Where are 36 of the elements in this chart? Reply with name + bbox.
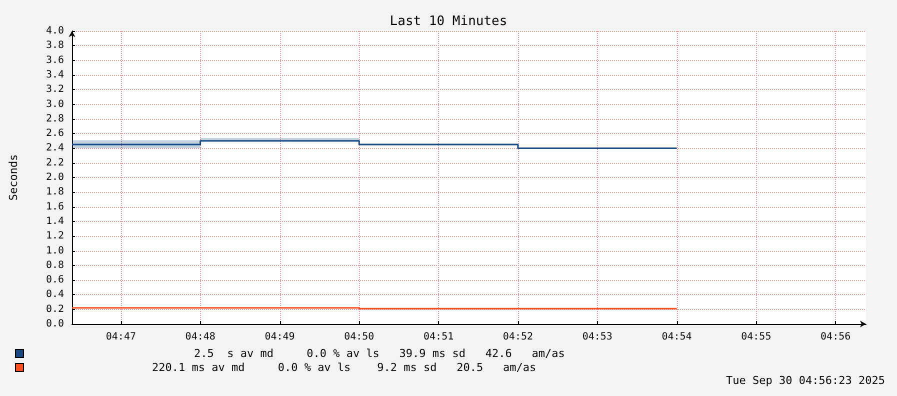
- y-tick-label: 3.8: [46, 40, 64, 52]
- x-tick-label: 04:50: [344, 332, 374, 342]
- x-tick-label: 04:54: [662, 332, 692, 342]
- y-tick-label: 0.8: [46, 260, 64, 271]
- y-tick-label: 0.2: [46, 304, 64, 315]
- y-tick-label: 2.8: [46, 113, 64, 124]
- y-tick-label: 3.0: [46, 98, 64, 110]
- y-tick-label: 1.4: [46, 216, 64, 227]
- y-tick-label: 3.2: [46, 84, 64, 96]
- text: 2.5 s av md 0.0 % av ls 39.9 ms sd 42.6 am/as: [194, 346, 565, 360]
- y-tick-label: 1.0: [46, 245, 64, 256]
- x-tick-label: 04:53: [582, 332, 612, 342]
- y-tick-label: 2.2: [46, 157, 64, 168]
- x-tick-label: 04:55: [741, 332, 772, 342]
- y-tick-label: 0.0: [46, 318, 64, 330]
- y-tick-label: 0.6: [46, 274, 64, 286]
- x-tick-label: 04:52: [502, 332, 534, 342]
- y-tick-label: 2.0: [46, 172, 64, 183]
- x-tick-label: 04:56: [820, 332, 851, 342]
- y-tick-label: 2.6: [46, 128, 64, 140]
- chart-title: Last 10 Minutes: [390, 14, 508, 29]
- y-tick-label: 0.4: [46, 289, 64, 300]
- y-tick-label: 4.0: [46, 26, 64, 36]
- text: Tue Sep 30 04:56:23 2025: [726, 374, 885, 387]
- text: 220.1 ms av md 0.0 % av ls 9.2 ms sd 20.5 am/as: [152, 360, 536, 374]
- y-tick-label: 1.2: [46, 230, 64, 242]
- y-tick-label: 3.6: [46, 54, 64, 66]
- x-tick-label: 04:47: [106, 332, 136, 342]
- y-tick-label: 1.6: [46, 201, 64, 212]
- y-tick-label: 1.8: [46, 186, 64, 198]
- y-axis-title: Seconds: [7, 154, 20, 201]
- x-tick-label: 04:49: [264, 332, 295, 342]
- x-tick-label: 04:51: [424, 332, 454, 342]
- x-tick-label: 04:48: [185, 332, 216, 342]
- y-tick-label: 3.4: [46, 69, 64, 80]
- y-tick-label: 2.4: [46, 142, 64, 154]
